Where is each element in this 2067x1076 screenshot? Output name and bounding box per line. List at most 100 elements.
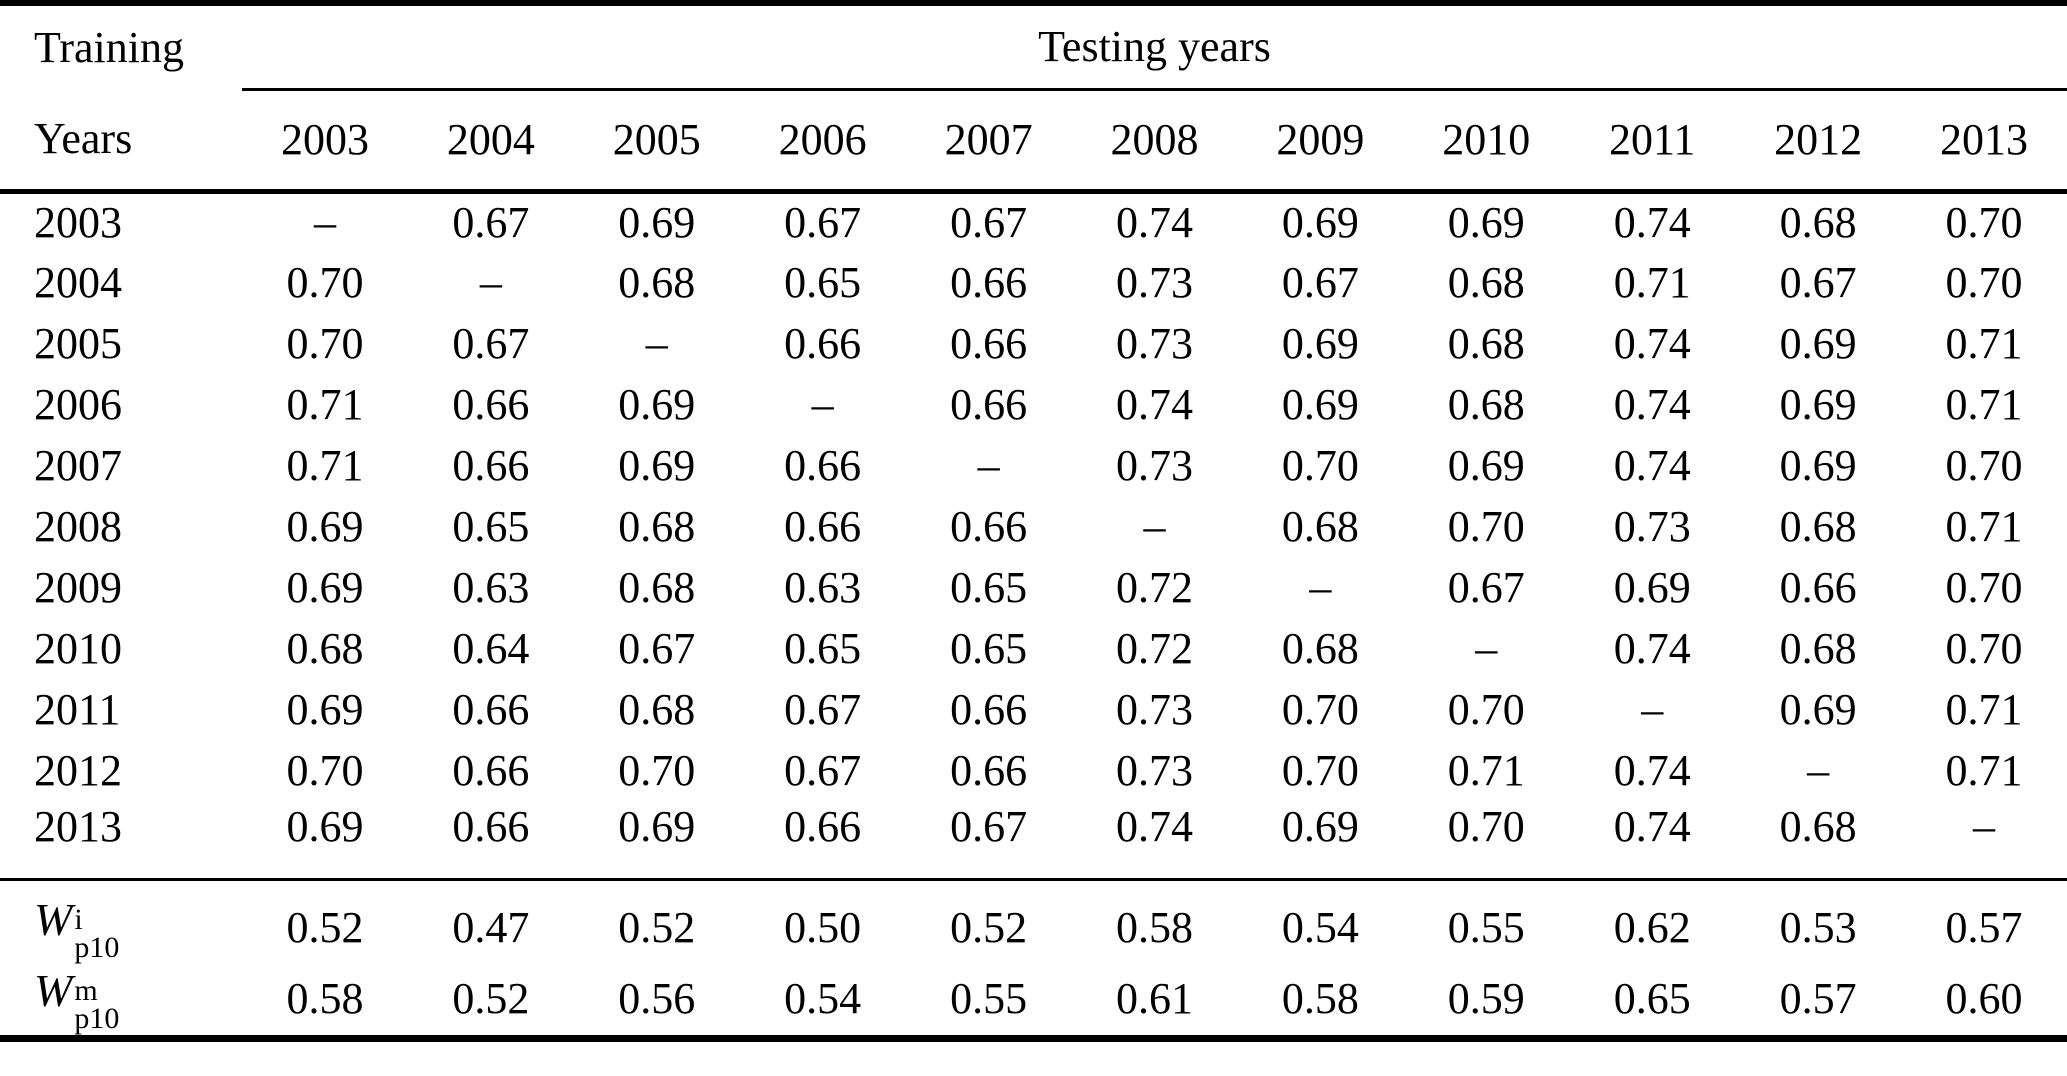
main-body: 2003 – 0.67 0.69 0.67 0.67 0.74 0.69 0.69 0.74 0.6…: [0, 191, 2067, 880]
score-cell: 0.69: [1779, 319, 1857, 368]
training-year-label: 2010: [34, 624, 122, 673]
summary-score-cell: 0.61: [1115, 974, 1193, 1024]
score-cell: 0.67: [950, 802, 1028, 851]
testing-year-header: 2005: [612, 115, 701, 164]
testing-years-group-header: Testing years: [242, 3, 2067, 91]
score-cell: 0.68: [618, 563, 696, 612]
score-cell: 0.64: [452, 624, 530, 673]
table-header: Training Testing years Years 2003 2004 200…: [0, 3, 2067, 191]
training-year-label: 2011: [34, 685, 121, 734]
score-cell: 0.66: [950, 685, 1028, 734]
score-cell: 0.69: [1447, 198, 1525, 248]
summary-score-cell: 0.55: [1447, 903, 1525, 953]
testing-year-header: 2013: [1940, 115, 2029, 164]
testing-year-header: 2009: [1276, 115, 1365, 164]
score-cell: 0.69: [1281, 380, 1359, 429]
score-cell: 0.66: [950, 502, 1028, 551]
score-cell: –: [313, 198, 336, 248]
score-cell: 0.74: [1613, 441, 1691, 490]
summary-scripts: m p10: [74, 975, 120, 1035]
summary-score-cell: 0.56: [618, 974, 696, 1024]
score-cell: 0.70: [286, 746, 364, 795]
score-cell: 0.69: [1779, 441, 1857, 490]
score-cell: 0.72: [1115, 563, 1193, 612]
score-cell: 0.66: [452, 685, 530, 734]
table-row: 2012 0.70 0.66 0.70 0.67 0.66 0.73 0.70 0.71 0.74…: [0, 740, 2067, 801]
score-cell: 0.74: [1613, 624, 1691, 673]
score-cell: 0.68: [1281, 502, 1359, 551]
score-cell: 0.69: [286, 502, 364, 551]
score-cell: 0.66: [784, 802, 862, 851]
score-cell: 0.70: [1281, 685, 1359, 734]
score-cell: 0.66: [452, 441, 530, 490]
training-year-label: 2012: [34, 746, 122, 795]
score-cell: 0.74: [1613, 319, 1691, 368]
training-year-label: 2006: [34, 380, 122, 429]
score-cell: 0.67: [784, 198, 862, 248]
score-cell: –: [479, 258, 502, 307]
score-cell: 0.70: [1447, 502, 1525, 551]
score-cell: 0.70: [1281, 746, 1359, 795]
score-cell: 0.74: [1115, 198, 1193, 248]
score-cell: 0.69: [1281, 802, 1359, 851]
score-cell: 0.65: [784, 258, 862, 307]
score-cell: 0.67: [950, 198, 1028, 248]
score-cell: 0.70: [1945, 563, 2023, 612]
training-year-label: 2013: [34, 802, 122, 851]
score-cell: 0.70: [1281, 441, 1359, 490]
row-header-line1: Training: [34, 23, 184, 72]
score-cell: 0.74: [1613, 380, 1691, 429]
score-cell: –: [977, 441, 1000, 490]
summary-symbol: W: [34, 894, 73, 945]
summary-score-cell: 0.47: [452, 903, 530, 953]
score-cell: 0.69: [618, 198, 696, 248]
table-row: 2011 0.69 0.66 0.68 0.67 0.66 0.73 0.70 0.70 – 0.6…: [0, 679, 2067, 740]
table-row: 2004 0.70 – 0.68 0.65 0.66 0.73 0.67 0.68 0.71 0.6…: [0, 252, 2067, 313]
score-cell: 0.70: [286, 258, 364, 307]
score-cell: 0.71: [1613, 258, 1691, 307]
score-cell: –: [811, 380, 834, 429]
score-cell: 0.68: [1281, 624, 1359, 673]
summary-superscript: i: [74, 902, 83, 936]
summary-score-cell: 0.53: [1779, 903, 1857, 953]
score-cell: 0.68: [1779, 198, 1857, 248]
testing-year-header: 2006: [778, 115, 867, 164]
summary-score-cell: 0.55: [950, 974, 1028, 1024]
testing-year-header: 2004: [446, 115, 535, 164]
score-cell: 0.70: [1945, 198, 2023, 248]
score-cell: 0.68: [1447, 258, 1525, 307]
testing-year-header: 2007: [944, 115, 1033, 164]
score-cell: 0.69: [618, 441, 696, 490]
score-cell: 0.73: [1115, 746, 1193, 795]
summary-score-cell: 0.58: [286, 974, 364, 1024]
score-cell: 0.71: [1945, 502, 2023, 551]
score-cell: 0.71: [286, 441, 364, 490]
score-cell: 0.68: [286, 624, 364, 673]
score-cell: 0.67: [618, 624, 696, 673]
score-cell: 0.74: [1115, 802, 1193, 851]
score-cell: 0.65: [784, 624, 862, 673]
score-cell: 0.74: [1613, 198, 1691, 248]
score-cell: 0.69: [618, 802, 696, 851]
score-cell: 0.71: [1945, 685, 2023, 734]
summary-subscript: p10: [74, 931, 120, 964]
score-cell: 0.70: [618, 746, 696, 795]
table-row: 2009 0.69 0.63 0.68 0.63 0.65 0.72 – 0.67 0.69 0.6…: [0, 557, 2067, 618]
score-cell: 0.67: [784, 746, 862, 795]
score-cell: 0.67: [452, 198, 530, 248]
score-cell: 0.65: [452, 502, 530, 551]
score-cell: 0.69: [1281, 198, 1359, 248]
summary-subscript: p10: [74, 1002, 120, 1035]
score-cell: 0.66: [452, 746, 530, 795]
score-cell: –: [1475, 624, 1498, 673]
score-cell: 0.71: [1945, 380, 2023, 429]
score-cell: –: [1143, 502, 1166, 551]
score-cell: 0.69: [286, 685, 364, 734]
table-row: 2007 0.71 0.66 0.69 0.66 – 0.73 0.70 0.69 0.74 0.6…: [0, 435, 2067, 496]
score-cell: 0.68: [1779, 802, 1857, 851]
testing-year-header: 2003: [280, 115, 369, 164]
score-cell: 0.67: [452, 319, 530, 368]
summary-scripts: i p10: [74, 902, 120, 964]
